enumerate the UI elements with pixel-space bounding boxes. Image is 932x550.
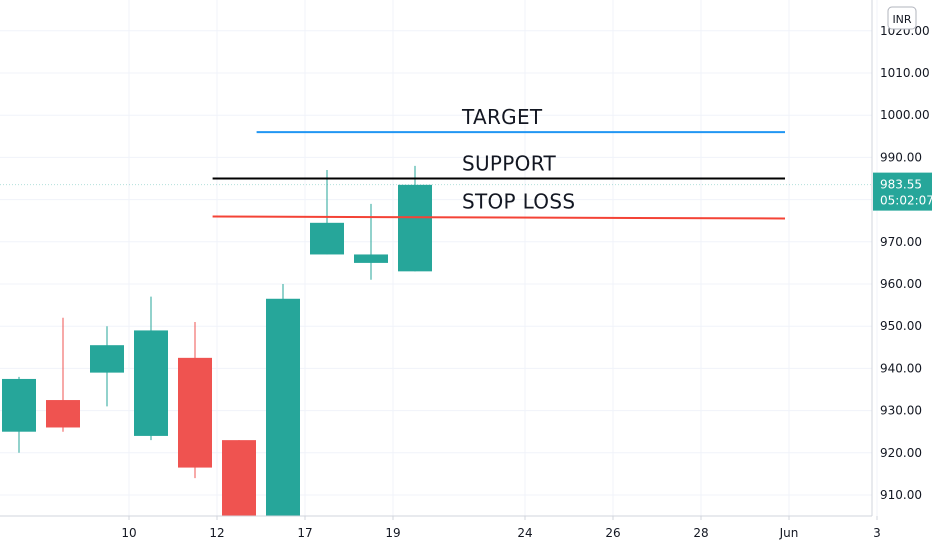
time-tick-label: Jun	[779, 526, 799, 540]
annotation-support: SUPPORT	[212, 152, 785, 180]
candle-body	[46, 400, 80, 428]
time-tick-label: 10	[121, 526, 136, 540]
price-tick-label: 920.00	[880, 446, 922, 460]
price-tick-label: 960.00	[880, 277, 922, 291]
currency-label: INR	[892, 13, 911, 26]
candle-body	[354, 254, 388, 263]
candle	[310, 170, 344, 255]
candle-body	[222, 440, 256, 516]
price-tick-label: 930.00	[880, 404, 922, 418]
candle-body	[310, 222, 344, 255]
price-tick-label: 1010.00	[880, 66, 930, 80]
annotation-label: SUPPORT	[462, 152, 556, 176]
candle-body	[134, 330, 168, 436]
price-tick-label: 970.00	[880, 235, 922, 249]
price-tick-label: 910.00	[880, 488, 922, 502]
candle-body	[2, 378, 36, 432]
time-tick-label: 19	[385, 526, 400, 540]
bar-countdown: 05:02:07	[880, 194, 932, 208]
candle	[398, 165, 432, 272]
currency-badge-box	[887, 6, 917, 30]
currency-badge[interactable]: INR	[887, 6, 917, 30]
time-tick-label: 26	[605, 526, 620, 540]
time-axis-background	[0, 516, 872, 550]
time-tick-label: 17	[297, 526, 312, 540]
annotation-lines: TARGET SUPPORT STOP LOSS	[212, 105, 786, 220]
annotation-label: TARGET	[461, 105, 543, 129]
annotation-line	[212, 215, 786, 220]
candle-body	[266, 298, 300, 516]
price-tick-label: 940.00	[880, 361, 922, 375]
time-tick-label: 12	[209, 526, 224, 540]
candle	[266, 284, 300, 516]
candles	[2, 165, 432, 516]
price-tick-label: 990.00	[880, 150, 922, 164]
annotation-target: TARGET	[256, 105, 785, 134]
candle	[2, 376, 36, 453]
annotation-label: STOP LOSS	[462, 189, 575, 213]
time-axis[interactable]: 10 12 17 19 24 26 28 Jun 3	[0, 515, 881, 550]
price-badge-background	[873, 172, 932, 211]
candle-body	[398, 184, 432, 272]
candle-body	[178, 357, 212, 468]
candle	[46, 317, 80, 432]
candle	[134, 296, 168, 441]
current-price-badge[interactable]: 983.55 05:02:07	[873, 172, 932, 211]
current-price-value: 983.55	[880, 178, 922, 192]
price-axis[interactable]: 910.00 920.00 930.00 940.00 950.00 960.00 970.…	[871, 0, 932, 516]
grid	[0, 0, 878, 516]
candle	[90, 326, 124, 407]
time-tick-label: 3	[873, 526, 881, 540]
annotation-stop-loss: STOP LOSS	[212, 189, 786, 220]
time-tick-label: 24	[517, 526, 532, 540]
price-tick-label: 950.00	[880, 319, 922, 333]
candle	[178, 321, 212, 479]
price-tick-label: 1000.00	[880, 108, 930, 122]
time-tick-label: 28	[693, 526, 708, 540]
candle-body	[90, 345, 124, 373]
candle	[222, 440, 256, 516]
